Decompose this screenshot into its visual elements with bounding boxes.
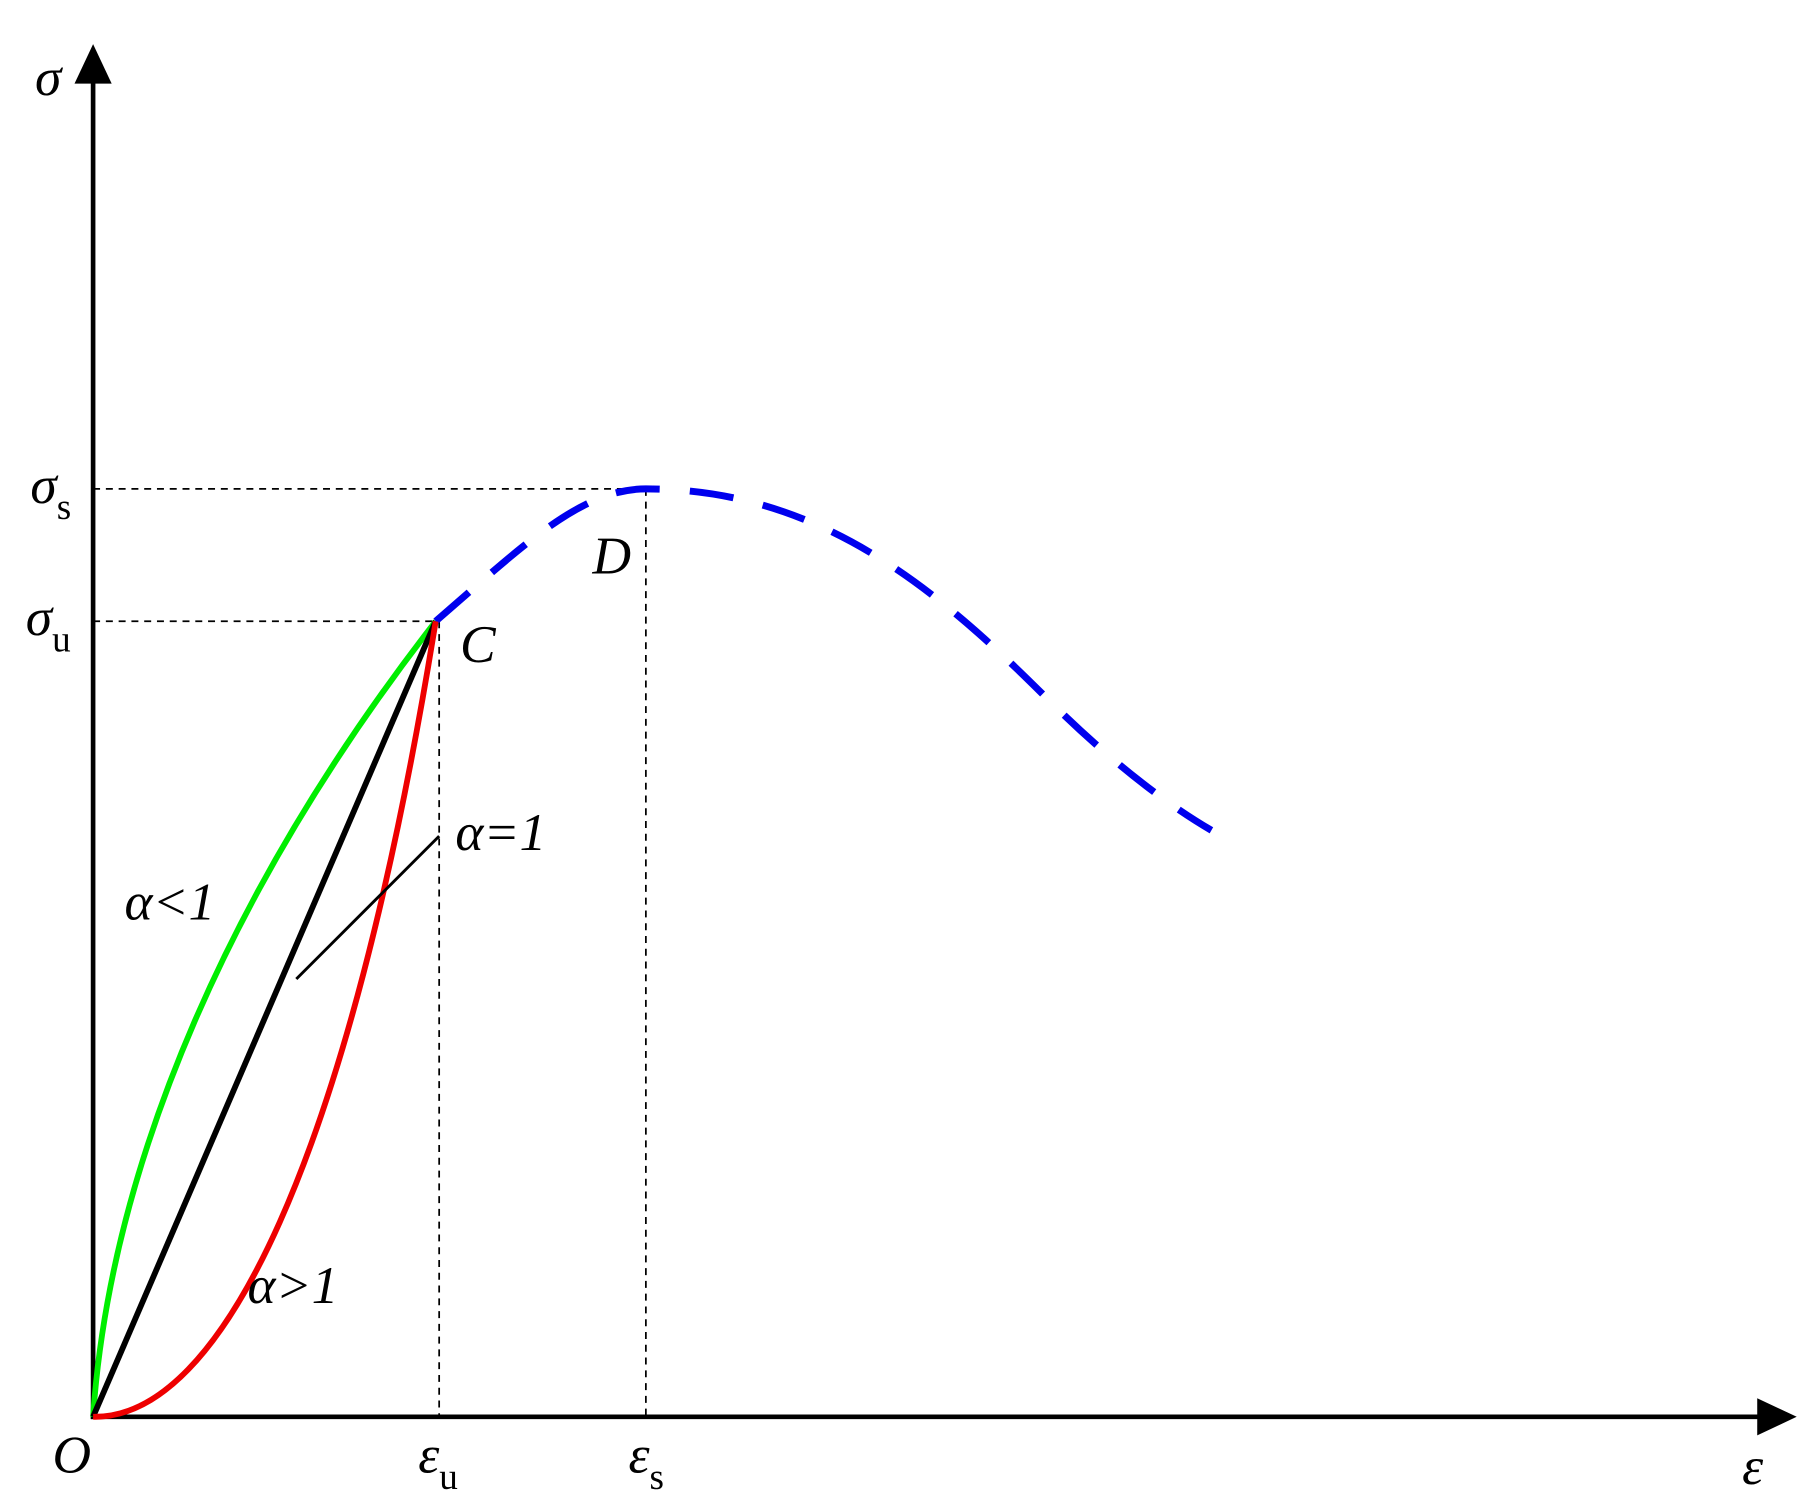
curve-label: α>1 bbox=[248, 1255, 339, 1315]
origin-label: O bbox=[52, 1425, 91, 1485]
eps-s-label: εs bbox=[628, 1425, 664, 1498]
y-arrow bbox=[74, 44, 112, 84]
curve-alpha-gt-1 bbox=[93, 620, 439, 1420]
subscript: s bbox=[57, 487, 71, 528]
curve-alpha-lt-1 bbox=[90, 619, 438, 1417]
symbol: ε bbox=[418, 1425, 439, 1485]
x-arrow bbox=[1757, 1398, 1797, 1436]
sigma-u-label: σu bbox=[26, 587, 71, 660]
point-label: D bbox=[591, 526, 631, 586]
subscript: u bbox=[52, 619, 71, 660]
symbol: σ bbox=[26, 587, 55, 647]
x-axis-label: ε bbox=[1742, 1436, 1763, 1496]
pointer-line bbox=[295, 835, 441, 980]
eps-u-label: εu bbox=[418, 1425, 458, 1498]
subscript: u bbox=[439, 1457, 458, 1498]
curve-label: α<1 bbox=[124, 872, 215, 932]
curve-label: α=1 bbox=[455, 802, 546, 862]
symbol: ε bbox=[628, 1425, 649, 1485]
sigma-s-label: σs bbox=[30, 455, 71, 528]
y-axis-label: σ bbox=[35, 47, 64, 107]
subscript: s bbox=[649, 1457, 663, 1498]
softening-curve bbox=[433, 485, 1214, 834]
curve-alpha-eq-1 bbox=[90, 620, 439, 1418]
symbol: σ bbox=[30, 455, 59, 515]
point-label: C bbox=[460, 614, 497, 674]
